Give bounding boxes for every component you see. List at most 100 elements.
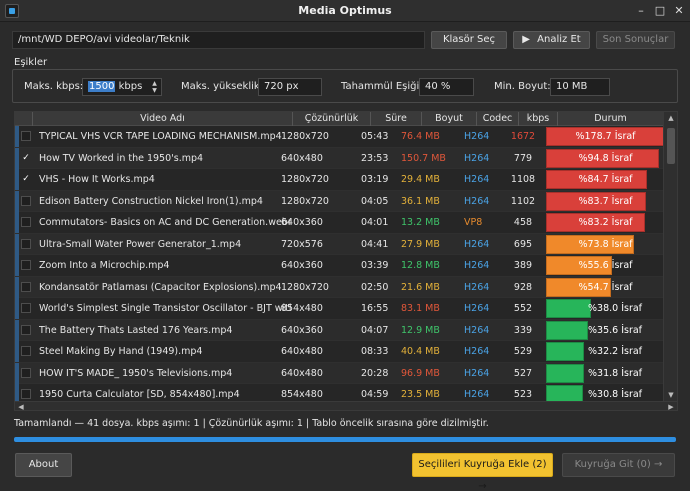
scroll-left-icon[interactable]: ◀ (18, 403, 24, 411)
header-kbps[interactable]: kbps (519, 112, 558, 126)
table-row[interactable]: Zoom Into a Microchip.mp4 640x360 03:39 12.… (15, 255, 663, 277)
row-checkbox[interactable] (21, 303, 31, 313)
max-kbps-spinbox[interactable]: 1500 kbps ▲ ▼ (82, 78, 162, 96)
scroll-thumb[interactable] (667, 128, 675, 164)
cell-name: The Battery Thats Lasted 176 Years.mp4 (39, 324, 233, 336)
cell-duration: 04:07 (361, 324, 389, 336)
table-row[interactable]: 1950 Curta Calculator [SD, 854x480].mp4 8… (15, 384, 663, 401)
row-checkbox[interactable] (21, 260, 31, 270)
cell-duration: 23:53 (361, 152, 389, 164)
row-checkbox[interactable] (21, 195, 31, 206)
row-checkbox[interactable] (21, 346, 31, 356)
min-size-spinbox[interactable]: 10 MB (550, 78, 610, 96)
tolerance-value: 40 % (425, 81, 451, 92)
cell-duration: 04:01 (361, 217, 389, 228)
cell-kbps: 695 (513, 238, 533, 250)
row-marker (15, 276, 19, 298)
row-checkbox[interactable] (21, 131, 31, 141)
cell-status: %32.2 İsraf (588, 346, 643, 357)
cell-name: Kondansatör Patlaması (Capacitor Explosi… (39, 281, 282, 293)
min-size-label: Min. Boyut: (494, 81, 551, 92)
table-row[interactable]: Commutators- Basics on AC and DC Generat… (15, 212, 663, 234)
cell-name: TYPICAL VHS VCR TAPE LOADING MECHANISM.m… (39, 131, 282, 142)
row-checkbox[interactable] (21, 281, 31, 292)
table-row[interactable]: TYPICAL VHS VCR TAPE LOADING MECHANISM.m… (15, 126, 663, 148)
spin-arrows-icon[interactable]: ▲ ▼ (152, 80, 157, 94)
table-row[interactable]: Edison Battery Construction Nickel Iron(… (15, 190, 663, 212)
vertical-scrollbar[interactable]: ▲ ▼ (663, 112, 677, 401)
cell-codec: H264 (464, 174, 490, 185)
scroll-down-icon[interactable]: ▼ (668, 391, 674, 399)
row-checkbox[interactable] (21, 238, 31, 249)
cell-name: Steel Making By Hand (1949).mp4 (39, 346, 203, 357)
horizontal-scrollbar[interactable]: ◀ ▶ (15, 401, 677, 411)
row-checkbox[interactable]: ✓ (22, 174, 30, 184)
header-name[interactable]: Video Adı (33, 112, 293, 126)
cell-resolution: 720x576 (281, 238, 323, 250)
row-checkbox[interactable] (21, 324, 31, 335)
table-row[interactable]: The Battery Thats Lasted 176 Years.mp4 64… (15, 319, 663, 341)
about-button[interactable]: About (15, 453, 72, 477)
analyze-button[interactable]: ▶ Analiz Et (513, 31, 590, 49)
choose-folder-button[interactable]: Klasör Seç (431, 31, 507, 49)
cell-resolution: 854x480 (281, 303, 323, 314)
cell-codec: VP8 (464, 217, 483, 228)
waste-bar (546, 363, 584, 383)
row-checkbox[interactable] (21, 367, 31, 378)
table-row[interactable]: HOW IT'S MADE_ 1950's Televisions.mp4 640… (15, 362, 663, 384)
close-icon[interactable]: ✕ (674, 4, 684, 17)
header-size[interactable]: Boyut (422, 112, 477, 126)
cell-codec: H264 (464, 389, 490, 400)
cell-duration: 05:43 (361, 131, 389, 142)
header-resolution[interactable]: Çözünürlük (293, 112, 371, 126)
waste-bar (546, 191, 646, 211)
cell-status: %35.6 İsraf (588, 324, 643, 336)
table-row[interactable]: World's Simplest Single Transistor Oscil… (15, 298, 663, 320)
cell-resolution: 1280x720 (281, 195, 329, 207)
cell-kbps: 1102 (510, 195, 536, 207)
maximize-icon[interactable]: □ (654, 4, 666, 17)
cell-status: %31.8 İsraf (588, 367, 643, 379)
thresholds-group-label: Eşikler (14, 57, 48, 68)
max-kbps-value: 1500 (88, 81, 116, 92)
cell-size: 13.2 MB (401, 217, 440, 228)
row-checkbox[interactable] (21, 389, 31, 399)
add-to-queue-button[interactable]: Seçilileri Kuyruğa Ekle (2) → (412, 453, 553, 491)
waste-bar (546, 127, 663, 146)
cell-name: HOW IT'S MADE_ 1950's Televisions.mp4 (39, 367, 233, 379)
cell-codec: H264 (464, 324, 490, 336)
cell-resolution: 640x360 (281, 260, 323, 271)
header-codec[interactable]: Codec (477, 112, 519, 126)
cell-name: VHS - How It Works.mp4 (39, 174, 155, 185)
max-height-spinbox[interactable]: 720 px (258, 78, 322, 96)
row-marker (15, 319, 19, 341)
table-row[interactable]: Ultra-Small Water Power Generator_1.mp4 7… (15, 233, 663, 255)
table-row[interactable]: Kondansatör Patlaması (Capacitor Explosi… (15, 276, 663, 298)
folder-path-input[interactable]: /mnt/WD DEPO/avi videolar/Teknik (12, 31, 425, 49)
waste-bar (546, 277, 612, 297)
cell-status: %83.2 İsraf (578, 217, 633, 228)
go-to-queue-button[interactable]: Kuyruğa Git (0) → (562, 453, 675, 477)
cell-codec: H264 (464, 260, 490, 271)
header-status[interactable]: Durum (594, 113, 627, 124)
cell-codec: H264 (464, 303, 490, 314)
tolerance-spinbox[interactable]: 40 % (419, 78, 474, 96)
cell-size: 76.4 MB (401, 131, 440, 142)
table-row[interactable]: ✓ VHS - How It Works.mp4 1280x720 03:19 29.4… (15, 169, 663, 191)
table-row[interactable]: Steel Making By Hand (1949).mp4 640x480 08… (15, 341, 663, 363)
max-height-value: 720 px (264, 81, 299, 92)
row-checkbox[interactable] (21, 217, 31, 227)
cell-kbps: 928 (513, 281, 533, 293)
row-checkbox[interactable]: ✓ (22, 152, 30, 163)
minimize-icon[interactable]: – (638, 4, 644, 17)
cell-resolution: 1280x720 (281, 174, 329, 185)
last-results-button[interactable]: Son Sonuçlar (596, 31, 675, 49)
cell-size: 40.4 MB (401, 346, 440, 357)
cell-kbps: 527 (513, 367, 533, 379)
header-duration[interactable]: Süre (371, 112, 422, 126)
scroll-up-icon[interactable]: ▲ (668, 114, 674, 122)
cell-status: %54.7 İsraf (578, 281, 633, 293)
cell-duration: 08:33 (361, 346, 389, 357)
table-row[interactable]: ✓ How TV Worked in the 1950's.mp4 640x480 2… (15, 147, 663, 169)
scroll-right-icon[interactable]: ▶ (668, 403, 674, 411)
